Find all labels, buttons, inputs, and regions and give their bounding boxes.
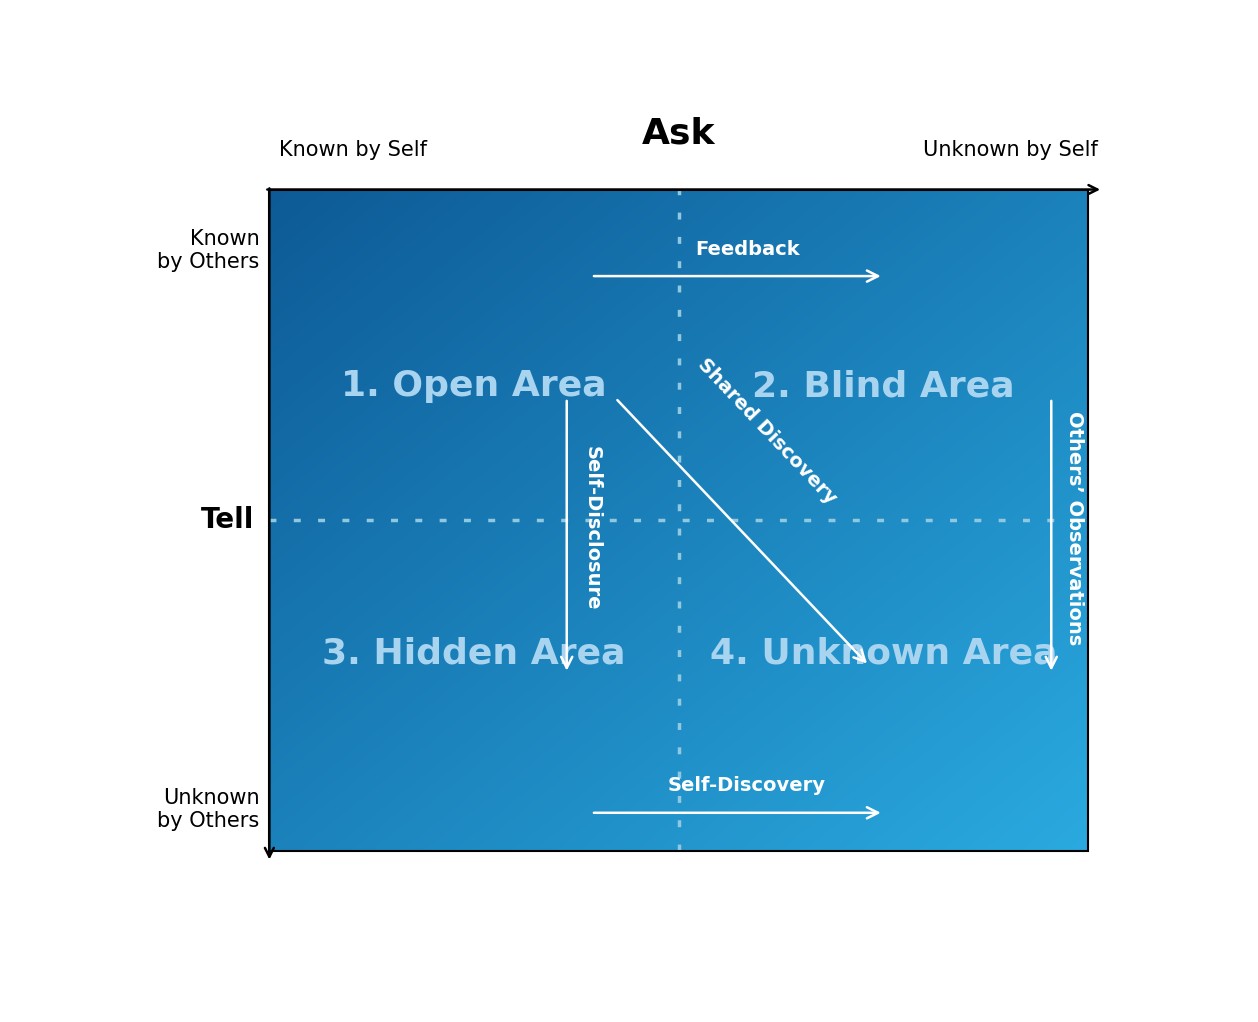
Text: Self-Discovery: Self-Discovery xyxy=(668,777,827,795)
Text: 1. Open Area: 1. Open Area xyxy=(341,369,606,404)
Text: 3. Hidden Area: 3. Hidden Area xyxy=(322,637,626,670)
Text: Tell: Tell xyxy=(201,506,254,535)
Text: Shared Discovery: Shared Discovery xyxy=(693,356,839,508)
Text: Others’ Observations: Others’ Observations xyxy=(1066,411,1084,645)
Text: Unknown
by Others: Unknown by Others xyxy=(157,788,259,831)
Text: Known by Self: Known by Self xyxy=(279,140,428,159)
Text: Self-Disclosure: Self-Disclosure xyxy=(582,446,601,610)
Text: 2. Blind Area: 2. Blind Area xyxy=(752,369,1015,404)
Text: 4. Unknown Area: 4. Unknown Area xyxy=(710,637,1057,670)
Text: Known
by Others: Known by Others xyxy=(157,229,259,272)
Text: Unknown by Self: Unknown by Self xyxy=(923,140,1098,159)
Text: Ask: Ask xyxy=(642,117,716,150)
Text: Feedback: Feedback xyxy=(694,240,799,259)
